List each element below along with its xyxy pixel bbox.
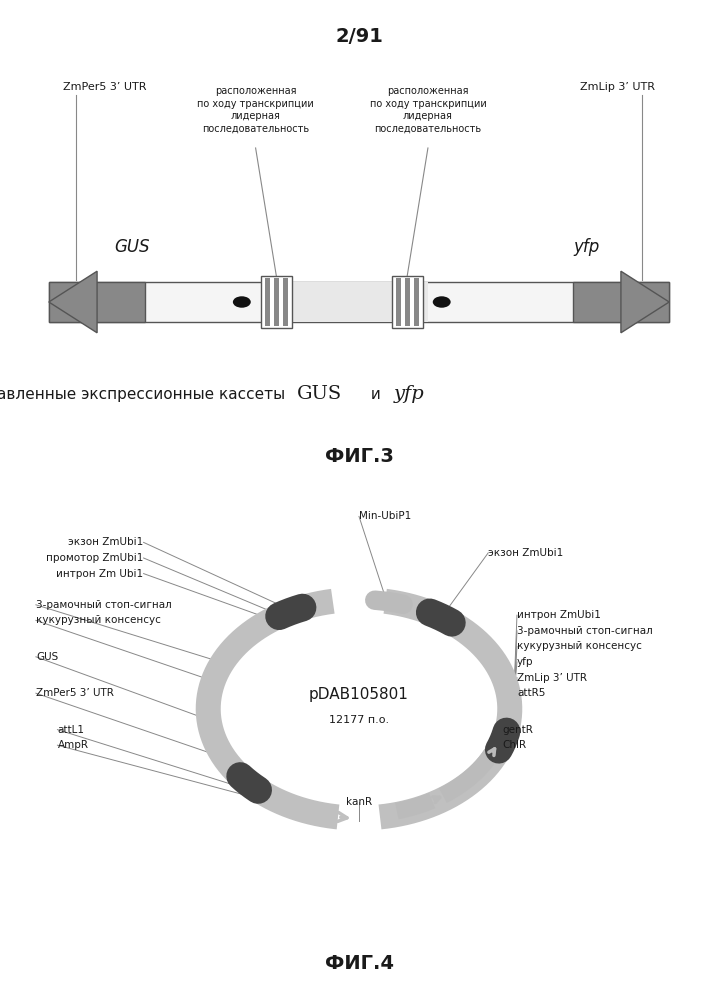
- Text: attL1: attL1: [57, 725, 85, 735]
- Bar: [405, 278, 410, 326]
- Text: ФИГ.3: ФИГ.3: [325, 446, 393, 466]
- Text: yfp: yfp: [574, 238, 600, 256]
- Bar: [392, 276, 423, 328]
- Bar: [573, 282, 669, 322]
- Text: интрон Zm Ubi1: интрон Zm Ubi1: [57, 569, 144, 579]
- Text: 12177 п.о.: 12177 п.о.: [329, 715, 389, 725]
- Circle shape: [233, 296, 251, 308]
- Text: GUS: GUS: [297, 385, 342, 403]
- Text: интрон ZmUbi1: интрон ZmUbi1: [517, 610, 601, 620]
- Bar: [49, 282, 669, 322]
- Circle shape: [433, 296, 451, 308]
- Text: GUS: GUS: [36, 652, 58, 662]
- Polygon shape: [621, 271, 669, 333]
- Text: кукурузный консенсус: кукурузный консенсус: [517, 641, 642, 651]
- Polygon shape: [49, 271, 97, 333]
- Text: Двунаправленные экспрессионные кассеты: Двунаправленные экспрессионные кассеты: [0, 387, 290, 402]
- Text: промотор ZmUbi1: промотор ZmUbi1: [46, 553, 144, 563]
- Text: yfp: yfp: [517, 657, 533, 667]
- Text: ZmLip 3’ UTR: ZmLip 3’ UTR: [580, 82, 656, 92]
- Text: 3-рамочный стоп-сигнал: 3-рамочный стоп-сигнал: [517, 626, 653, 636]
- Bar: [49, 282, 145, 322]
- Text: kanR: kanR: [346, 797, 372, 807]
- Text: ФИГ.4: ФИГ.4: [325, 954, 393, 973]
- Text: attR5: attR5: [517, 688, 546, 698]
- Bar: [265, 278, 270, 326]
- Text: расположенная
по ходу транскрипции
лидерная
последовательность: расположенная по ходу транскрипции лидер…: [197, 86, 314, 134]
- Text: экзон ZmUbi1: экзон ZmUbi1: [488, 548, 564, 558]
- Text: gentR: gentR: [503, 725, 533, 735]
- Text: 3-рамочный стоп-сигнал: 3-рамочный стоп-сигнал: [36, 600, 172, 610]
- Bar: [274, 278, 279, 326]
- Bar: [261, 276, 292, 328]
- Text: и: и: [366, 387, 386, 402]
- Text: AmpR: AmpR: [57, 740, 88, 750]
- Bar: [414, 278, 419, 326]
- Text: Min-UbiP1: Min-UbiP1: [359, 511, 411, 521]
- Text: 2/91: 2/91: [335, 26, 383, 45]
- Text: GUS: GUS: [113, 238, 149, 256]
- Bar: [396, 278, 401, 326]
- Text: pDAB105801: pDAB105801: [309, 687, 409, 702]
- Bar: [290, 282, 428, 322]
- Text: yfp: yfp: [393, 385, 424, 403]
- Bar: [283, 278, 288, 326]
- Text: ChIR: ChIR: [503, 740, 527, 750]
- Text: расположенная
по ходу транскрипции
лидерная
последовательность: расположенная по ходу транскрипции лидер…: [370, 86, 486, 134]
- Text: кукурузный консенсус: кукурузный консенсус: [36, 615, 161, 625]
- Text: ZmPer5 3’ UTR: ZmPer5 3’ UTR: [62, 82, 146, 92]
- Text: экзон ZmUbi1: экзон ZmUbi1: [68, 537, 144, 547]
- Text: ZmLip 3’ UTR: ZmLip 3’ UTR: [517, 673, 587, 683]
- Text: ZmPer5 3’ UTR: ZmPer5 3’ UTR: [36, 688, 113, 698]
